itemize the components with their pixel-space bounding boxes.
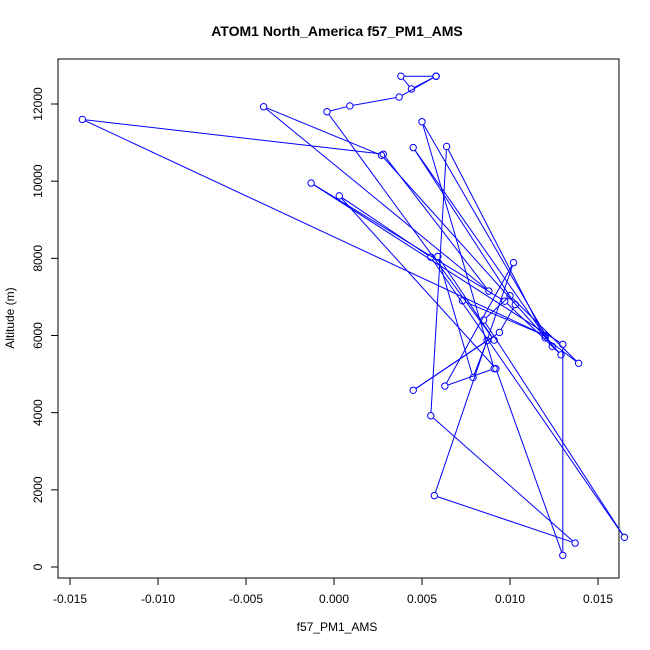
x-axis: -0.015 -0.010 -0.005 0.000 0.005 0.010 0.015 [53, 577, 613, 606]
y-axis: 0 2000 4000 6000 8000 10000 12000 [31, 87, 59, 570]
data-point [492, 364, 500, 373]
series-segment [414, 150, 514, 302]
series-segment [313, 184, 502, 300]
data-point [495, 328, 504, 337]
data-point [490, 336, 498, 344]
data-point [78, 115, 87, 124]
data-point [430, 491, 439, 500]
x-tick-label: 0.015 [583, 592, 613, 606]
data-point [432, 72, 440, 80]
data-point [559, 551, 567, 560]
data-point [574, 359, 583, 367]
series-segment [446, 265, 513, 384]
data-point [434, 252, 442, 261]
series-segment [415, 334, 497, 389]
data-point [571, 539, 579, 547]
x-tick-label: -0.010 [141, 592, 175, 606]
series-segment [385, 156, 488, 289]
series-segment [437, 496, 572, 543]
data-point [483, 336, 491, 345]
series-segment [447, 149, 544, 335]
data-point [458, 297, 467, 305]
series-segment [485, 297, 508, 318]
data-point [541, 331, 549, 340]
data-point [506, 292, 514, 300]
data-point [409, 143, 417, 152]
y-tick-label: 0 [31, 563, 45, 570]
data-point [541, 334, 549, 342]
x-tick-label: -0.015 [53, 592, 87, 606]
y-tick-label: 10000 [31, 164, 45, 198]
series-segment [422, 125, 494, 366]
x-tick-label: 0.005 [407, 592, 437, 606]
data-point [511, 300, 519, 309]
data-point [559, 340, 567, 349]
series-segment [402, 78, 410, 87]
chart-title: ATOM1 North_America f57_PM1_AMS [211, 23, 463, 39]
y-tick-label: 2000 [31, 476, 45, 503]
data-point [395, 93, 403, 101]
data-point [379, 150, 387, 158]
data-point [259, 103, 268, 111]
data-point [509, 258, 518, 267]
data-point [418, 118, 426, 126]
series-segment [353, 97, 396, 106]
data-point [323, 108, 331, 116]
series-segment [432, 259, 623, 535]
data-point [479, 316, 488, 324]
data-point [548, 342, 556, 351]
data-point [407, 85, 416, 93]
data-point [469, 373, 477, 382]
data-point [442, 142, 451, 151]
series-segment [496, 371, 563, 553]
y-axis-label: Altitude (m) [3, 287, 17, 348]
data-point [307, 179, 315, 187]
data-point [427, 253, 435, 261]
series-segment [85, 119, 380, 155]
data-point [485, 287, 493, 295]
series-segment [330, 106, 347, 112]
y-tick-label: 6000 [31, 322, 45, 349]
y-tick-label: 12000 [31, 87, 45, 121]
data-point [620, 533, 629, 541]
series-segment [341, 198, 494, 367]
series-segment [402, 77, 434, 96]
x-axis-label: f57_PM1_AMS [297, 620, 378, 634]
data-point [377, 151, 386, 160]
x-tick-label: 0.010 [495, 592, 525, 606]
data-point [557, 351, 565, 359]
series-layer [78, 72, 629, 560]
series-segment [383, 157, 560, 353]
data-point [397, 72, 405, 80]
series-segment [85, 120, 543, 335]
x-tick-label: 0.000 [319, 592, 349, 606]
series-segment [266, 108, 487, 290]
series-segment [313, 184, 561, 343]
data-point [346, 102, 354, 110]
series-segment [433, 417, 573, 542]
series-segment [328, 114, 493, 338]
y-tick-label: 4000 [31, 399, 45, 426]
series-segment [500, 307, 514, 330]
series-segment [485, 322, 623, 535]
series-segment [430, 150, 447, 413]
y-tick-label: 8000 [31, 245, 45, 272]
series-segment [465, 301, 543, 335]
x-tick-label: -0.005 [229, 592, 263, 606]
series-segment [414, 150, 551, 344]
series-segment [266, 107, 379, 155]
data-point [441, 382, 449, 390]
series-segment [506, 303, 559, 353]
series-segment [512, 297, 577, 362]
data-point [409, 386, 417, 394]
data-point [427, 412, 435, 420]
data-point [335, 192, 343, 200]
data-point [501, 297, 509, 305]
